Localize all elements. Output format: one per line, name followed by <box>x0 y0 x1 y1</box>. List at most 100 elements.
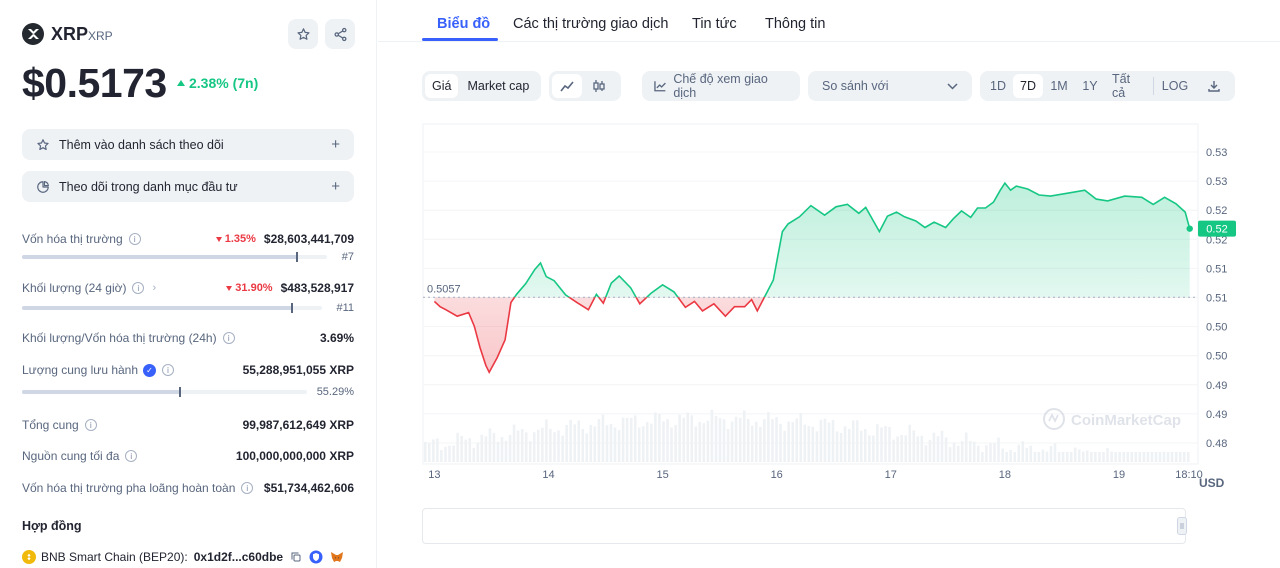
tab-chart[interactable]: Biểu đồ <box>437 16 491 32</box>
volume-bar <box>569 419 572 462</box>
volume-bar <box>993 443 996 462</box>
volume-bar <box>484 436 488 462</box>
volume-bar <box>520 429 524 462</box>
range-7d-button[interactable]: 7D <box>1013 74 1043 98</box>
bar-fill <box>22 255 297 259</box>
volume-bar <box>1017 444 1020 462</box>
y-tick-label: 0.49 <box>1206 380 1227 392</box>
download-button[interactable] <box>1196 74 1232 98</box>
bar-track <box>22 387 307 397</box>
chart-navigator[interactable] <box>422 508 1186 544</box>
info-icon[interactable]: i <box>84 419 97 431</box>
verified-check-icon: ✓ <box>143 363 157 377</box>
info-icon[interactable]: i <box>132 282 145 294</box>
contract-chain: BNB Smart Chain (BEP20): <box>41 550 188 564</box>
watchlist-star-button[interactable] <box>288 19 318 49</box>
volume-bar <box>1037 452 1041 462</box>
stat-value: 99,987,612,649 XRP <box>242 418 354 432</box>
trading-view-button[interactable]: Chế độ xem giao dịch <box>642 71 800 101</box>
volume-bar <box>702 423 706 462</box>
share-button[interactable] <box>325 19 355 49</box>
copy-icon[interactable] <box>290 551 302 563</box>
stat-fully-diluted: Vốn hóa thị trường pha loãng hoàn toàn i … <box>22 479 354 497</box>
candlestick-button[interactable] <box>582 74 616 98</box>
volume-bar <box>565 425 568 462</box>
volume-bar <box>456 432 459 462</box>
log-scale-button[interactable]: LOG <box>1161 79 1189 93</box>
info-icon[interactable]: i <box>125 450 138 462</box>
chevron-right-icon[interactable]: › <box>152 282 157 294</box>
range-all-button[interactable]: Tất cả <box>1112 72 1131 100</box>
volume-bar <box>1005 452 1008 462</box>
plus-icon: + <box>331 178 340 195</box>
price-toggle-button[interactable]: Giá <box>425 74 459 98</box>
volume-bar <box>775 417 778 462</box>
stat-label: Vốn hóa thị trường <box>22 232 123 246</box>
volume-bar <box>884 426 887 462</box>
share-icon <box>334 27 346 41</box>
metamask-icon[interactable] <box>330 551 344 564</box>
volume-bar <box>621 417 625 462</box>
volume-bar <box>738 417 742 462</box>
price-area-up <box>514 183 1190 298</box>
volume-bar <box>1061 452 1065 462</box>
info-icon[interactable]: i <box>128 233 141 245</box>
volume-bar <box>964 432 968 462</box>
stat-value: $51,734,462,606 <box>263 481 354 495</box>
volume-bar <box>654 412 657 462</box>
volume-bar <box>916 436 920 462</box>
info-icon[interactable]: i <box>241 482 254 494</box>
volume-bar <box>448 445 451 462</box>
volume-bar <box>1178 452 1182 462</box>
volume-bar <box>480 434 484 462</box>
volume-bar <box>1130 452 1133 462</box>
volume-bar <box>1162 451 1166 462</box>
volume-bar <box>1069 452 1073 462</box>
add-to-watchlist-button[interactable]: Thêm vào danh sách theo dõi + <box>22 129 354 160</box>
y-tick-label: 0.48 <box>1206 438 1227 450</box>
compare-select[interactable]: So sánh với <box>808 71 972 101</box>
add-to-watchlist-label: Thêm vào danh sách theo dõi <box>59 137 224 152</box>
circulating-percent: 55.29% <box>316 386 354 398</box>
change-negative: 1.35% <box>215 233 256 245</box>
tab-info[interactable]: Thông tin <box>765 16 826 32</box>
volume-bar <box>819 419 823 462</box>
volume-bar <box>783 430 786 462</box>
volume-bar <box>799 413 802 462</box>
volume-bar <box>1029 445 1033 462</box>
navigator-handle[interactable] <box>1177 517 1187 535</box>
y-tick-label: 0.52 <box>1206 205 1227 217</box>
volume-bar <box>1041 449 1045 462</box>
volume-bar <box>751 425 754 462</box>
price-change-value: 2.38% (7n) <box>189 75 259 91</box>
info-icon[interactable]: i <box>222 332 235 344</box>
explorer-icon[interactable] <box>309 550 323 564</box>
volume-bar <box>609 424 613 462</box>
currency-label: USD <box>1199 476 1225 490</box>
tab-news[interactable]: Tin tức <box>692 16 737 32</box>
volume-bar <box>1045 451 1049 462</box>
range-1y-button[interactable]: 1Y <box>1082 79 1098 93</box>
tab-markets[interactable]: Các thị trường giao dịch <box>513 16 669 32</box>
stat-label: Vốn hóa thị trường pha loãng hoàn toàn <box>22 481 236 495</box>
last-price-badge <box>1198 220 1236 237</box>
volume-bar <box>843 426 847 462</box>
info-icon[interactable]: i <box>162 364 175 376</box>
track-portfolio-button[interactable]: Theo dõi trong danh mục đầu tư + <box>22 171 354 202</box>
market-cap-toggle-button[interactable]: Market cap <box>467 79 530 93</box>
contract-address[interactable]: 0x1d2f...c60dbe <box>193 550 284 564</box>
range-1d-button[interactable]: 1D <box>990 79 1006 93</box>
volume-bar <box>791 422 794 462</box>
volume-bar <box>460 435 463 462</box>
stat-value: $483,528,917 <box>280 281 354 295</box>
volume-bar <box>690 415 693 462</box>
line-chart-button[interactable] <box>552 74 582 98</box>
volume-bar <box>892 439 895 462</box>
volume-bar <box>868 435 871 462</box>
rank-badge: #11 <box>336 302 354 314</box>
volume-bar <box>924 445 928 462</box>
volume-bar <box>952 442 956 462</box>
range-1m-button[interactable]: 1M <box>1050 79 1068 93</box>
volume-bar <box>1154 452 1158 462</box>
